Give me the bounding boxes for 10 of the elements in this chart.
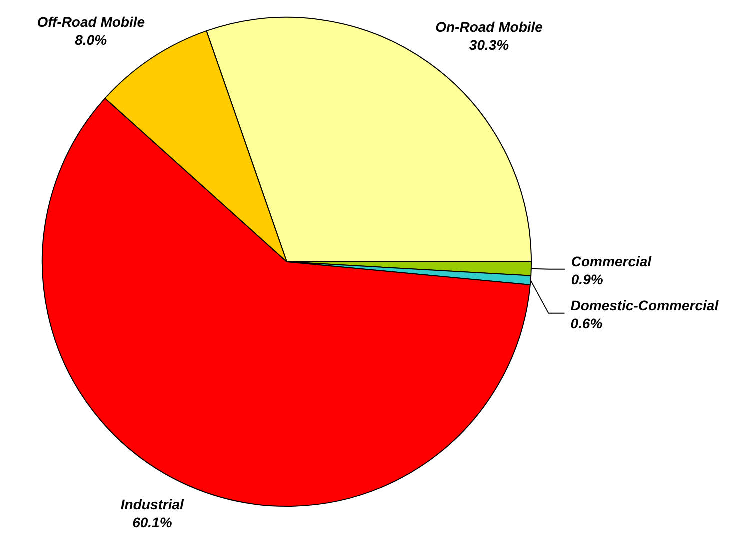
slice-label: Commercial [571,253,653,270]
data-label: 30.3% [469,36,510,53]
data-label: 0.9% [571,271,604,288]
data-label: 8.0% [75,32,108,48]
slice-label: Domestic-Commercial [570,297,720,314]
slice-label: On-Road Mobile [436,18,544,35]
data-label: 0.6% [570,315,604,332]
slice-label: Industrial [120,496,186,513]
data-label: 60.1% [132,514,173,531]
slice-label: Off-Road Mobile [37,14,146,30]
